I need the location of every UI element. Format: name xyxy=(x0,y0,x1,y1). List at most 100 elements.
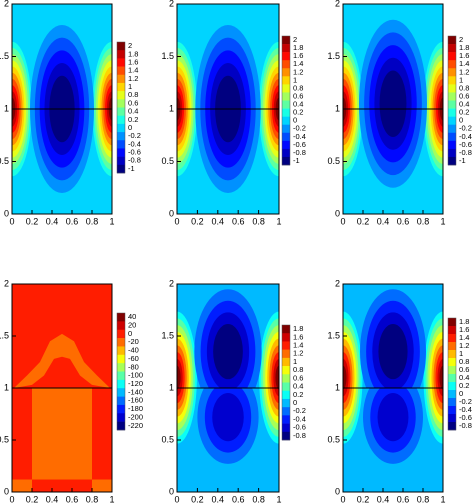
x-tick-label: 0.2 xyxy=(191,494,204,504)
y-tick-label: 0.5 xyxy=(0,434,9,444)
colorbar-label: -1 xyxy=(293,156,300,165)
colorbar-label: -60 xyxy=(128,354,139,363)
colorbar-swatch xyxy=(448,76,456,85)
x-tick-label: 0 xyxy=(340,216,345,226)
colorbar-label: 0.2 xyxy=(293,390,303,399)
colorbar-swatch xyxy=(117,123,125,133)
colorbar-label: 1.4 xyxy=(293,341,303,350)
y-tick-label: 2 xyxy=(335,0,340,8)
colorbar-label: 1.4 xyxy=(293,59,303,68)
colorbar-swatch xyxy=(117,66,125,76)
x-tick-label: 0.6 xyxy=(66,494,79,504)
y-tick-label: 0.5 xyxy=(327,434,340,444)
contour-fill xyxy=(377,393,409,442)
colorbar-swatch xyxy=(282,52,290,61)
colorbar-swatch xyxy=(448,342,456,351)
x-tick-label: 0 xyxy=(9,494,14,504)
colorbar-swatch xyxy=(448,132,456,142)
y-tick-label: 2 xyxy=(4,278,9,288)
colorbar-swatch xyxy=(117,338,125,347)
colorbar-swatch xyxy=(282,325,290,334)
colorbar-label: 1.2 xyxy=(293,67,303,76)
colorbar-swatch xyxy=(117,82,125,92)
y-tick-label: 1.5 xyxy=(327,51,340,61)
colorbar-swatch xyxy=(117,321,125,331)
colorbar-label: 0 xyxy=(459,389,463,398)
colorbar-swatch xyxy=(448,366,456,375)
colorbar-label: -0.8 xyxy=(293,431,306,440)
y-tick-label: 1.5 xyxy=(327,330,340,340)
colorbar-label: 0.6 xyxy=(459,365,469,374)
colorbar-label: 0.2 xyxy=(459,381,469,390)
y-tick-label: 1.5 xyxy=(0,330,9,340)
contour-fill xyxy=(378,324,408,380)
colorbar-swatch xyxy=(282,92,290,101)
colorbar-label: 1.2 xyxy=(459,67,469,76)
colorbar-swatch xyxy=(282,341,290,350)
colorbar-label: 1 xyxy=(293,75,297,84)
x-tick-label: 1 xyxy=(109,216,114,226)
colorbar-swatch xyxy=(117,107,125,116)
contour-fill xyxy=(92,479,112,492)
y-tick-label: 0 xyxy=(169,486,174,496)
y-tick-label: 0 xyxy=(4,208,9,218)
colorbar-swatch xyxy=(282,140,290,150)
vortex xyxy=(194,289,262,388)
colorbar-label: 1.6 xyxy=(128,57,138,66)
colorbar-swatch xyxy=(117,379,125,389)
colorbar-label: 0.8 xyxy=(293,365,303,374)
colorbar-swatch xyxy=(448,334,456,343)
y-tick-label: 0.5 xyxy=(327,156,340,166)
colorbar-label: -0.8 xyxy=(459,148,472,157)
colorbar-swatch xyxy=(448,318,456,327)
colorbar-label: -160 xyxy=(128,396,143,405)
colorbar-swatch xyxy=(282,333,290,342)
x-tick-label: 0.8 xyxy=(417,216,430,226)
x-tick-label: 0.4 xyxy=(212,494,225,504)
colorbar-label: -0.6 xyxy=(293,423,306,432)
y-tick-label: 1 xyxy=(4,103,9,113)
colorbar-swatch xyxy=(117,42,125,51)
colorbar-label: 1.8 xyxy=(459,43,469,52)
colorbar-label: -0.4 xyxy=(293,414,306,423)
contour-fill xyxy=(213,324,243,380)
colorbar-label: -0.6 xyxy=(293,140,306,149)
colorbar-swatch xyxy=(448,108,456,117)
colorbar-swatch xyxy=(448,422,456,431)
colorbar-swatch xyxy=(448,68,456,77)
colorbar-swatch xyxy=(282,366,290,375)
colorbar-label: 0 xyxy=(459,116,463,125)
contour-fill xyxy=(32,388,92,480)
colorbar-label: 0.6 xyxy=(293,373,303,382)
y-tick-label: 0 xyxy=(4,486,9,496)
colorbar-swatch xyxy=(282,407,290,416)
colorbar-swatch xyxy=(282,415,290,424)
x-tick-label: 0.4 xyxy=(377,494,390,504)
x-tick-label: 1 xyxy=(109,494,114,504)
colorbar-label: -0.2 xyxy=(459,124,472,133)
colorbar-label: 2 xyxy=(293,35,297,44)
colorbar-swatch xyxy=(117,388,125,397)
y-tick-label: 1 xyxy=(4,382,9,392)
colorbar-swatch xyxy=(117,132,125,141)
colorbar-label: 1.2 xyxy=(293,349,303,358)
x-tick-label: 0.2 xyxy=(26,494,39,504)
colorbar-label: 1.8 xyxy=(128,49,138,58)
colorbar-label: -100 xyxy=(128,371,143,380)
x-tick-label: 0.8 xyxy=(417,494,430,504)
colorbar-label: 0.4 xyxy=(459,373,469,382)
x-tick-label: 0 xyxy=(9,216,14,226)
colorbar-swatch xyxy=(117,50,125,59)
colorbar-swatch xyxy=(448,44,456,53)
x-tick-label: 0.8 xyxy=(86,216,99,226)
colorbar-label: -0.8 xyxy=(459,421,472,430)
colorbar-swatch xyxy=(448,92,456,101)
colorbar-swatch xyxy=(448,60,456,69)
colorbar-swatch xyxy=(448,52,456,61)
x-tick-label: 0.2 xyxy=(357,494,370,504)
colorbar-swatch xyxy=(117,313,125,322)
colorbar-label: -0.6 xyxy=(128,148,141,157)
colorbar-label: 1.2 xyxy=(459,341,469,350)
